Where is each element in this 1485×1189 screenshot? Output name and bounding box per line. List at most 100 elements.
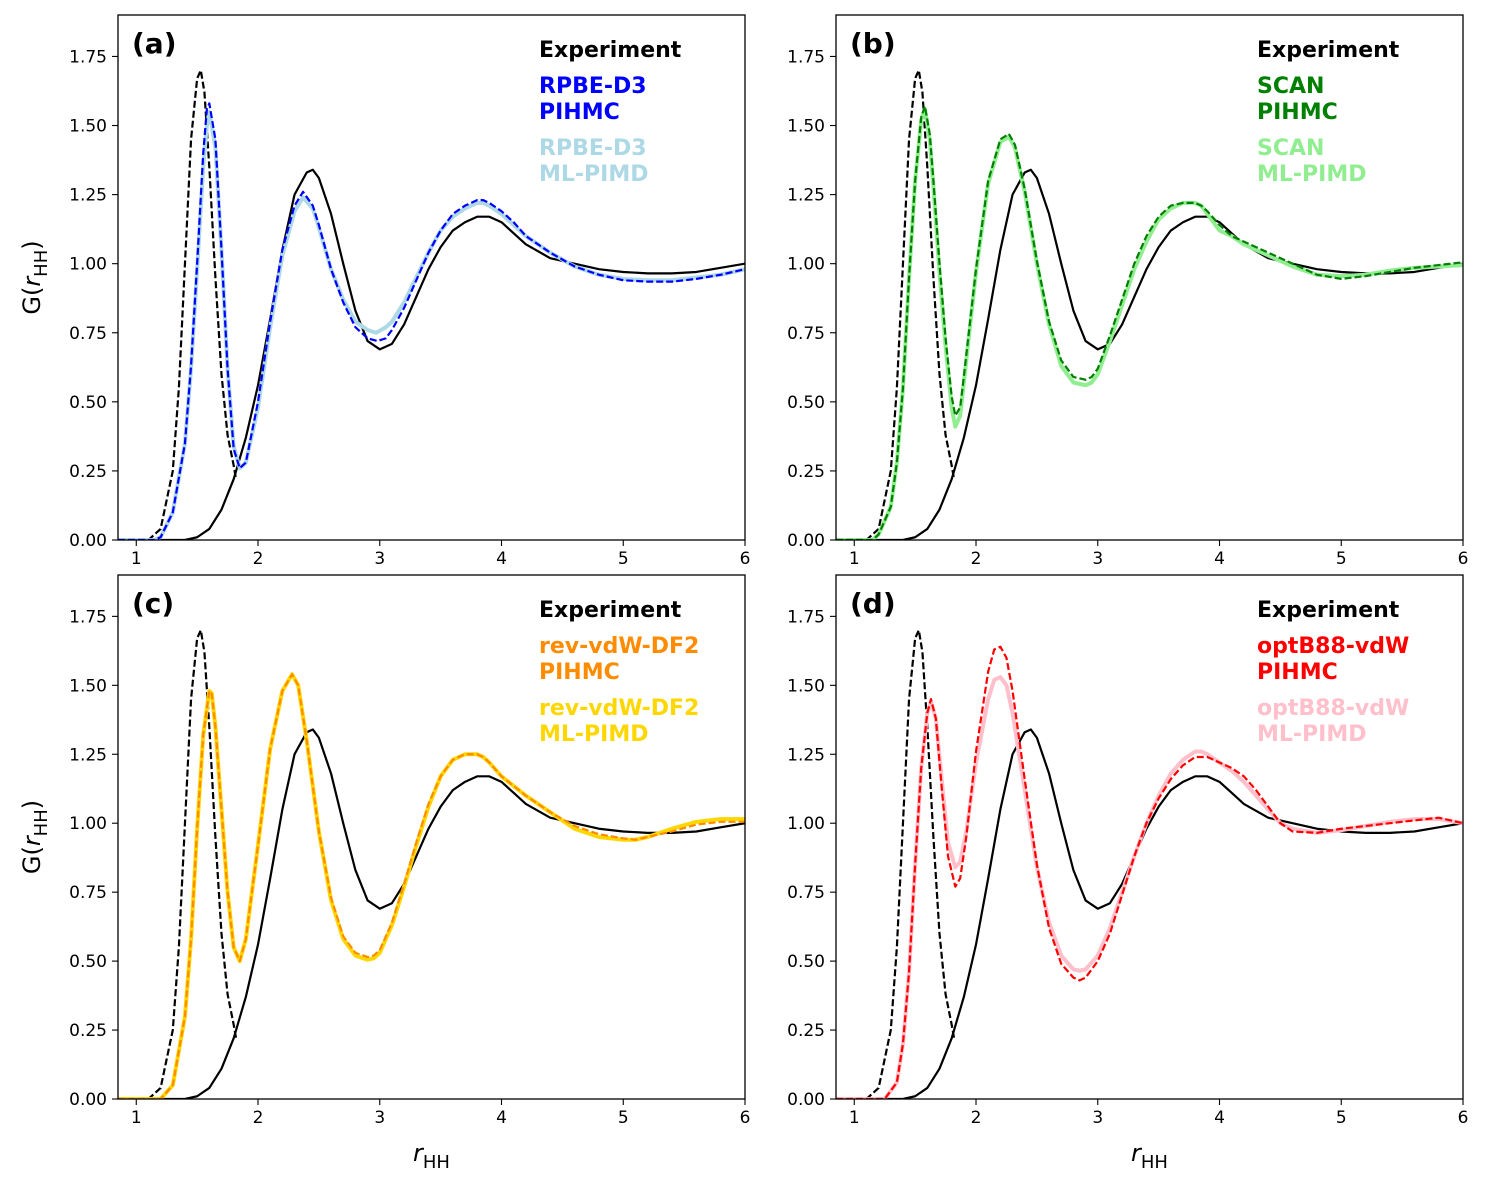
panel-d-legend-entry-1: optB88-vdW <box>1257 634 1409 659</box>
panel-c-x-axis-label-sub: HH <box>423 1152 450 1173</box>
panel-b-y-tick-label: 0.00 <box>787 531 825 551</box>
panel-b-y-tick-label: 1.75 <box>787 47 825 67</box>
panel-a-legend-entry-2: ML-PIMD <box>539 162 649 187</box>
panel-d-x-axis-label-sub: HH <box>1141 1152 1168 1173</box>
panel-b-x-tick-label: 4 <box>1214 549 1225 569</box>
panel-c-legend-entry-2: rev-vdW-DF2 <box>539 696 699 721</box>
panel-d-y-tick-label: 0.00 <box>787 1090 825 1110</box>
panel-b-series-line-2 <box>836 106 1463 540</box>
panel-a-legend-entry-2: RPBE-D3 <box>539 136 647 161</box>
panel-b-legend-entry-2: ML-PIMD <box>1257 162 1367 187</box>
panel-c-x-tick-label: 6 <box>740 1108 751 1128</box>
panel-c-y-tick-label: 0.50 <box>69 952 107 972</box>
panel-c-x-tick-label: 1 <box>131 1108 142 1128</box>
panel-b-x-tick-label: 1 <box>849 549 860 569</box>
panel-b-y-tick-label: 1.00 <box>787 255 825 275</box>
panel-a: 1 2 3 4 5 6 0.00 0.25 0.50 0.75 1.00 1.25 1.50 1.75 (a… <box>18 14 751 569</box>
panel-b-series-line-0 <box>836 69 956 540</box>
panel-a-y-axis-label-var: r <box>18 275 46 287</box>
panel-d-x-tick-label: 3 <box>1092 1108 1103 1128</box>
panel-b-y-tick-label: 0.25 <box>787 462 825 482</box>
panel-c-y-tick-label: 0.25 <box>69 1021 107 1041</box>
panel-d-axes-frame <box>835 574 1464 1100</box>
panel-c-legend-entry-1: PIHMC <box>539 660 620 685</box>
panel-a-y-tick-label: 0.75 <box>69 324 107 344</box>
panel-b-x-tick-label: 3 <box>1092 549 1103 569</box>
panel-d-series-line-1 <box>836 728 1463 1099</box>
panel-a-y-axis-label-sub: HH <box>31 250 52 277</box>
panel-c-y-axis-label: G(rHH) <box>18 800 52 874</box>
panel-b-legend-entry-1: PIHMC <box>1257 100 1338 125</box>
panel-c-x-tick-label: 5 <box>618 1108 629 1128</box>
panel-c-legend-entry-2: ML-PIMD <box>539 722 649 747</box>
panel-c-y-tick-label: 1.50 <box>69 676 107 696</box>
panel-a-axes-frame <box>117 14 746 541</box>
panel-a-legend-entry-0: Experiment <box>539 38 682 63</box>
panel-d-legend-entry-1: PIHMC <box>1257 660 1338 685</box>
panel-b-x-tick-label: 2 <box>971 549 982 569</box>
panel-a-series-line-0 <box>118 69 238 540</box>
panel-c-legend-entry-0: Experiment <box>539 598 682 623</box>
panel-a-y-tick-label: 1.75 <box>69 47 107 67</box>
panel-d-y-tick-label: 1.25 <box>787 745 825 765</box>
panel-a-y-tick-label: 1.00 <box>69 255 107 275</box>
panel-d-series-line-2 <box>836 675 1463 1099</box>
panel-b-series-line-3 <box>836 105 1463 540</box>
panel-b-label: (b) <box>850 27 896 60</box>
panel-d-series-line-0 <box>836 629 956 1099</box>
panel-b-axes-frame <box>835 14 1464 541</box>
panel-c-legend-entry-1: rev-vdW-DF2 <box>539 634 699 659</box>
panel-d-series-group <box>836 629 1463 1099</box>
panel-d-y-tick-label: 0.50 <box>787 952 825 972</box>
panel-a-y-axis-label-close: ) <box>18 240 46 249</box>
panel-b-series-group <box>836 69 1463 540</box>
panel-a-y-axis-label-open: G( <box>18 287 46 315</box>
panel-a-y-tick-label: 0.00 <box>69 531 107 551</box>
panel-c-series-line-2 <box>118 672 745 1099</box>
panel-d-x-axis-label-main: r <box>1131 1139 1143 1167</box>
panel-d-x-tick-label: 1 <box>849 1108 860 1128</box>
panel-b-x-tick-label: 5 <box>1336 549 1347 569</box>
panel-d-x-axis-label: rHH <box>1131 1139 1168 1173</box>
panel-c-y-tick-label: 1.25 <box>69 745 107 765</box>
panel-c-x-axis-label-main: r <box>413 1139 425 1167</box>
panel-c-series-line-3 <box>118 673 745 1099</box>
panel-d-y-tick-label: 1.75 <box>787 607 825 627</box>
panel-a-x-tick-label: 5 <box>618 549 629 569</box>
panel-b-y-tick-label: 1.50 <box>787 117 825 137</box>
panel-c-y-axis-label-open: G( <box>18 846 46 874</box>
panel-c-x-tick-label: 2 <box>253 1108 264 1128</box>
panel-b-y-tick-label: 1.25 <box>787 186 825 206</box>
panel-d-x-tick-label: 2 <box>971 1108 982 1128</box>
panel-a-x-tick-label: 3 <box>374 549 385 569</box>
panel-d-x-tick-label: 6 <box>1458 1108 1469 1128</box>
panel-b-legend-entry-2: SCAN <box>1257 136 1324 161</box>
panel-a-x-tick-label: 1 <box>131 549 142 569</box>
panel-d-y-tick-label: 0.75 <box>787 883 825 903</box>
panel-d-y-tick-label: 1.00 <box>787 814 825 834</box>
panel-b-y-tick-label: 0.50 <box>787 393 825 413</box>
panel-d: 1 2 3 4 5 6 0.00 0.25 0.50 0.75 1.00 1.25 1.50 1.75 (d… <box>787 574 1469 1173</box>
panel-c: 1 2 3 4 5 6 0.00 0.25 0.50 0.75 1.00 1.25 1.50 1.75 (c… <box>18 574 751 1173</box>
panel-c-axes-frame <box>117 574 746 1100</box>
panel-c-series-line-1 <box>118 728 745 1099</box>
panel-a-y-tick-label: 0.25 <box>69 462 107 482</box>
panel-c-series-group <box>118 629 745 1099</box>
panel-a-legend-entry-1: RPBE-D3 <box>539 74 647 99</box>
panel-a-label: (a) <box>132 27 177 60</box>
panel-b-legend-entry-1: SCAN <box>1257 74 1324 99</box>
panel-d-x-tick-label: 5 <box>1336 1108 1347 1128</box>
panel-c-x-tick-label: 3 <box>374 1108 385 1128</box>
panel-d-y-tick-label: 0.25 <box>787 1021 825 1041</box>
panel-b-series-line-1 <box>836 168 1463 540</box>
panel-a-y-tick-label: 1.50 <box>69 117 107 137</box>
panel-a-x-tick-label: 6 <box>740 549 751 569</box>
panel-d-series-line-3 <box>836 645 1463 1099</box>
panel-a-legend-entry-1: PIHMC <box>539 100 620 125</box>
panel-a-series-line-3 <box>118 102 745 540</box>
panel-c-y-axis-label-close: ) <box>18 800 46 809</box>
panel-b: 1 2 3 4 5 6 0.00 0.25 0.50 0.75 1.00 1.25 1.50 1.75 (b… <box>787 14 1468 569</box>
panel-d-y-tick-label: 1.50 <box>787 676 825 696</box>
